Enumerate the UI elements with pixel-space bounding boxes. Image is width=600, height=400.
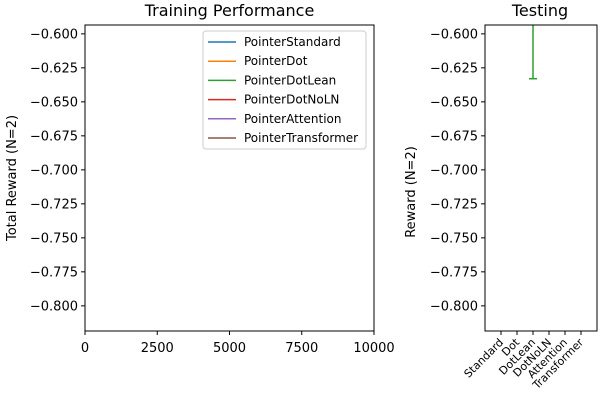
legend-label: PointerDotLean bbox=[244, 73, 336, 87]
legend-label: PointerTransformer bbox=[244, 131, 358, 145]
training-x-tick-label: 2500 bbox=[141, 341, 174, 356]
legend-label: PointerStandard bbox=[244, 35, 341, 49]
training-y-tick-label: −0.750 bbox=[30, 231, 78, 246]
testing-chart-title: Testing bbox=[511, 1, 568, 20]
legend-label: PointerDot bbox=[244, 54, 308, 68]
testing-y-tick-label: −0.725 bbox=[430, 197, 478, 212]
training-plot-frame bbox=[84, 24, 375, 332]
testing-y-tick-label: −0.700 bbox=[430, 163, 478, 178]
training-y-tick-label: −0.675 bbox=[30, 129, 78, 144]
training-legend: PointerStandard PointerDot PointerDotLean P… bbox=[202, 30, 367, 150]
training-y-tick-label: −0.725 bbox=[30, 197, 78, 212]
testing-y-tick-label: −0.775 bbox=[430, 265, 478, 280]
training-y-tick-label: −0.600 bbox=[30, 27, 78, 42]
testing-plot-frame bbox=[484, 24, 598, 332]
training-y-tick-label: −0.650 bbox=[30, 95, 78, 110]
testing-y-axis-label: Reward (N=2) bbox=[404, 146, 419, 238]
testing-y-tick-label: −0.650 bbox=[430, 95, 478, 110]
testing-y-tick-label: −0.800 bbox=[430, 299, 478, 314]
training-x-ticks: 0 2500 5000 7500 10000 bbox=[81, 331, 395, 356]
training-x-tick-label: 5000 bbox=[213, 341, 246, 356]
legend-label: PointerDotNoLN bbox=[244, 93, 339, 107]
training-y-ticks: −0.600 −0.625 −0.650 −0.675 −0.700 −0.725 −0.7… bbox=[30, 27, 85, 314]
legend-entries: PointerStandard PointerDot PointerDotLean P… bbox=[208, 35, 358, 145]
training-y-tick-label: −0.800 bbox=[30, 299, 78, 314]
legend-label: PointerAttention bbox=[244, 112, 342, 126]
training-y-tick-label: −0.775 bbox=[30, 265, 78, 280]
training-y-tick-label: −0.625 bbox=[30, 61, 78, 76]
legend-box bbox=[202, 30, 367, 150]
training-x-tick-label: 10000 bbox=[353, 341, 394, 356]
testing-y-ticks: −0.600 −0.625 −0.650 −0.675 −0.700 −0.725 −0.7… bbox=[430, 27, 485, 314]
testing-y-tick-label: −0.600 bbox=[430, 27, 478, 42]
testing-y-tick-label: −0.750 bbox=[430, 231, 478, 246]
testing-y-tick-label: −0.625 bbox=[430, 61, 478, 76]
testing-y-tick-label: −0.675 bbox=[430, 129, 478, 144]
training-y-axis-label: Total Reward (N=2) bbox=[5, 115, 20, 242]
training-x-tick-label: 7500 bbox=[285, 341, 318, 356]
training-chart-title: Training Performance bbox=[144, 1, 315, 20]
training-y-tick-label: −0.700 bbox=[30, 163, 78, 178]
training-x-tick-label: 0 bbox=[81, 341, 89, 356]
training-chart: Training Performance Total Reward (N=2) … bbox=[5, 1, 395, 356]
testing-errorbars bbox=[529, 25, 537, 80]
